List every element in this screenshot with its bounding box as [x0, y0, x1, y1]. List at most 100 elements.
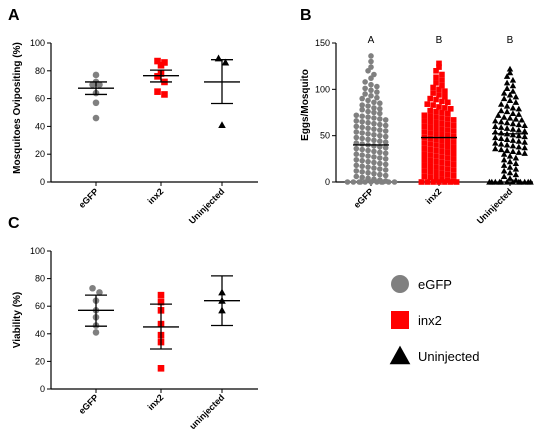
- data-point: [445, 116, 451, 122]
- data-point: [512, 115, 520, 122]
- data-point: [427, 163, 433, 170]
- data-point: [450, 178, 457, 184]
- data-point: [506, 158, 514, 165]
- data-point: [365, 125, 371, 132]
- data-point: [430, 90, 436, 96]
- data-point: [433, 164, 439, 170]
- significance-label: A: [368, 35, 375, 46]
- data-point: [382, 144, 389, 151]
- x-tick-label: Uninjected: [475, 186, 515, 226]
- y-tick-label: 0: [40, 177, 45, 187]
- data-point: [371, 120, 377, 127]
- data-point: [445, 155, 451, 161]
- data-point: [353, 162, 360, 169]
- data-point: [433, 147, 439, 154]
- data-point: [427, 152, 433, 158]
- data-point: [92, 329, 100, 336]
- data-point: [359, 102, 365, 108]
- data-point: [445, 143, 451, 150]
- data-point: [359, 124, 365, 131]
- data-point: [439, 120, 445, 127]
- data-point: [450, 161, 457, 168]
- data-point: [362, 179, 368, 185]
- data-point: [512, 165, 520, 172]
- data-point: [433, 96, 439, 103]
- data-point: [359, 130, 365, 136]
- data-point: [509, 137, 517, 143]
- y-tick-label: 100: [30, 246, 45, 256]
- data-point: [445, 110, 451, 117]
- data-point: [436, 60, 442, 67]
- data-point: [371, 170, 377, 177]
- data-point: [365, 153, 371, 159]
- data-point: [503, 178, 511, 185]
- data-point: [377, 171, 383, 178]
- x-tick-label: uninjected: [188, 392, 227, 431]
- data-point: [353, 112, 360, 119]
- data-point: [439, 137, 445, 144]
- data-point: [359, 113, 365, 120]
- data-point: [377, 121, 383, 128]
- data-point: [374, 94, 380, 101]
- data-point: [377, 110, 383, 117]
- data-point: [450, 122, 457, 129]
- data-point: [436, 64, 442, 70]
- data-point: [359, 157, 365, 164]
- data-point: [506, 175, 514, 181]
- panel-c-letter: C: [8, 215, 20, 232]
- data-point: [439, 131, 445, 138]
- y-tick-label: 0: [40, 384, 45, 394]
- panel-c: C 0 20 40 60 80 100 Viability (%) eGFP inx2 uninj…: [8, 215, 258, 431]
- data-point: [497, 178, 505, 185]
- data-point: [503, 85, 511, 91]
- data-point: [362, 79, 368, 85]
- data-point: [506, 65, 514, 72]
- data-point: [92, 71, 100, 79]
- data-point: [515, 138, 523, 144]
- data-point: [521, 138, 528, 145]
- data-point: [382, 128, 389, 134]
- data-point: [439, 165, 445, 171]
- data-point: [377, 155, 383, 161]
- x-tick-label: eGFP: [77, 186, 101, 210]
- data-point: [377, 149, 383, 156]
- data-point: [433, 158, 439, 165]
- data-point: [382, 150, 389, 157]
- data-point: [350, 179, 357, 185]
- data-point: [359, 95, 365, 102]
- data-point: [371, 143, 377, 149]
- data-point: [500, 150, 508, 157]
- data-point: [521, 150, 528, 156]
- data-point: [382, 117, 389, 123]
- data-point: [427, 174, 433, 181]
- data-point: [497, 107, 505, 114]
- data-point: [365, 97, 371, 104]
- data-point: [433, 136, 439, 143]
- data-point: [371, 165, 377, 171]
- data-point: [439, 170, 445, 177]
- data-point: [359, 141, 365, 147]
- data-point: [356, 179, 363, 185]
- data-point: [368, 58, 374, 65]
- data-point: [377, 138, 383, 145]
- data-point: [377, 160, 383, 167]
- data-point: [506, 114, 514, 121]
- y-axis-label: Viability (%): [12, 292, 23, 349]
- data-point: [506, 97, 514, 104]
- data-point: [382, 167, 389, 173]
- data-point: [365, 68, 371, 74]
- data-point: [362, 85, 368, 92]
- data-point: [509, 120, 517, 127]
- data-point: [503, 73, 511, 79]
- y-tick-label: 60: [35, 94, 45, 104]
- data-point: [371, 137, 377, 144]
- data-point: [154, 57, 161, 65]
- data-point: [512, 99, 520, 105]
- data-point: [492, 117, 499, 124]
- data-point: [453, 179, 460, 185]
- data-point: [500, 173, 508, 180]
- data-point: [365, 103, 371, 109]
- data-point: [442, 88, 448, 94]
- data-point: [436, 179, 442, 185]
- y-tick-label: 50: [320, 131, 330, 141]
